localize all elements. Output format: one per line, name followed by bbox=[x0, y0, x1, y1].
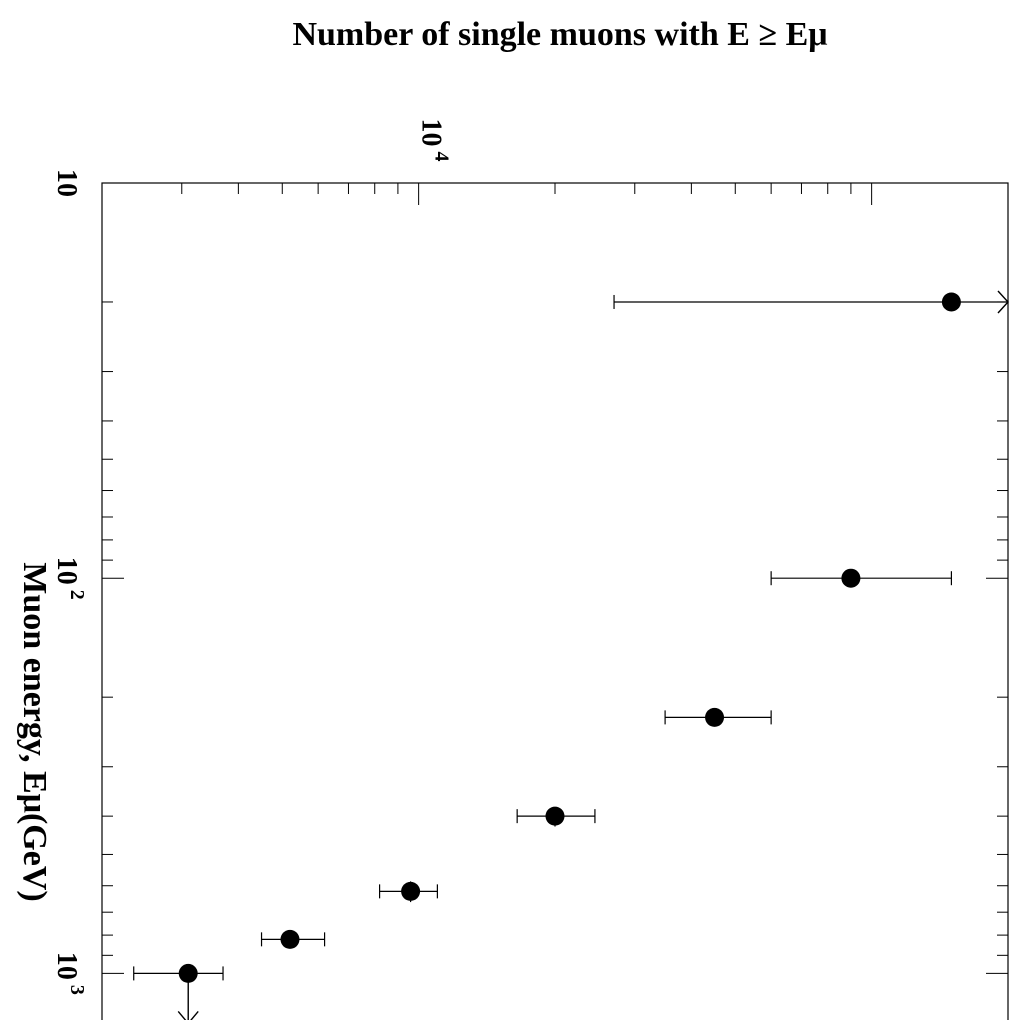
data-point bbox=[378, 881, 438, 903]
count-tick-label: 10 4 bbox=[416, 119, 453, 162]
energy-tick-label: 10 3 bbox=[51, 952, 88, 995]
count-tick-label-text: 10 4 bbox=[416, 119, 453, 162]
data-point bbox=[664, 707, 772, 727]
data-marker bbox=[941, 292, 961, 312]
tick-labels: 10 10 2 10 3 10 4 bbox=[51, 119, 453, 995]
data-marker bbox=[545, 806, 565, 826]
ticks bbox=[101, 182, 1009, 974]
energy-tick-label: 10 2 bbox=[51, 557, 88, 600]
energy-tick-label-text: 10 2 bbox=[51, 557, 88, 600]
data-marker bbox=[705, 707, 725, 727]
energy-tick-label: 10 bbox=[51, 169, 82, 197]
data-marker bbox=[841, 568, 861, 588]
data-point bbox=[133, 963, 224, 1020]
data-marker bbox=[178, 963, 198, 983]
energy-tick-label-text: 10 bbox=[51, 169, 82, 197]
data-marker bbox=[401, 881, 421, 901]
chart-title: Number of single muons with E ≥ Eμ bbox=[292, 16, 827, 53]
data-marker bbox=[280, 929, 300, 949]
data-point bbox=[260, 929, 326, 949]
energy-tick-label-text: 10 3 bbox=[51, 952, 88, 995]
data-points bbox=[133, 290, 1009, 1020]
lower-arrow bbox=[177, 1010, 199, 1020]
data-point bbox=[613, 290, 1009, 314]
x-axis-label: Muon energy, Eμ(GeV) bbox=[16, 562, 53, 901]
upper-arrow bbox=[997, 290, 1009, 314]
plot-frame bbox=[101, 182, 1009, 1020]
data-point bbox=[516, 806, 596, 827]
data-point bbox=[770, 568, 953, 588]
